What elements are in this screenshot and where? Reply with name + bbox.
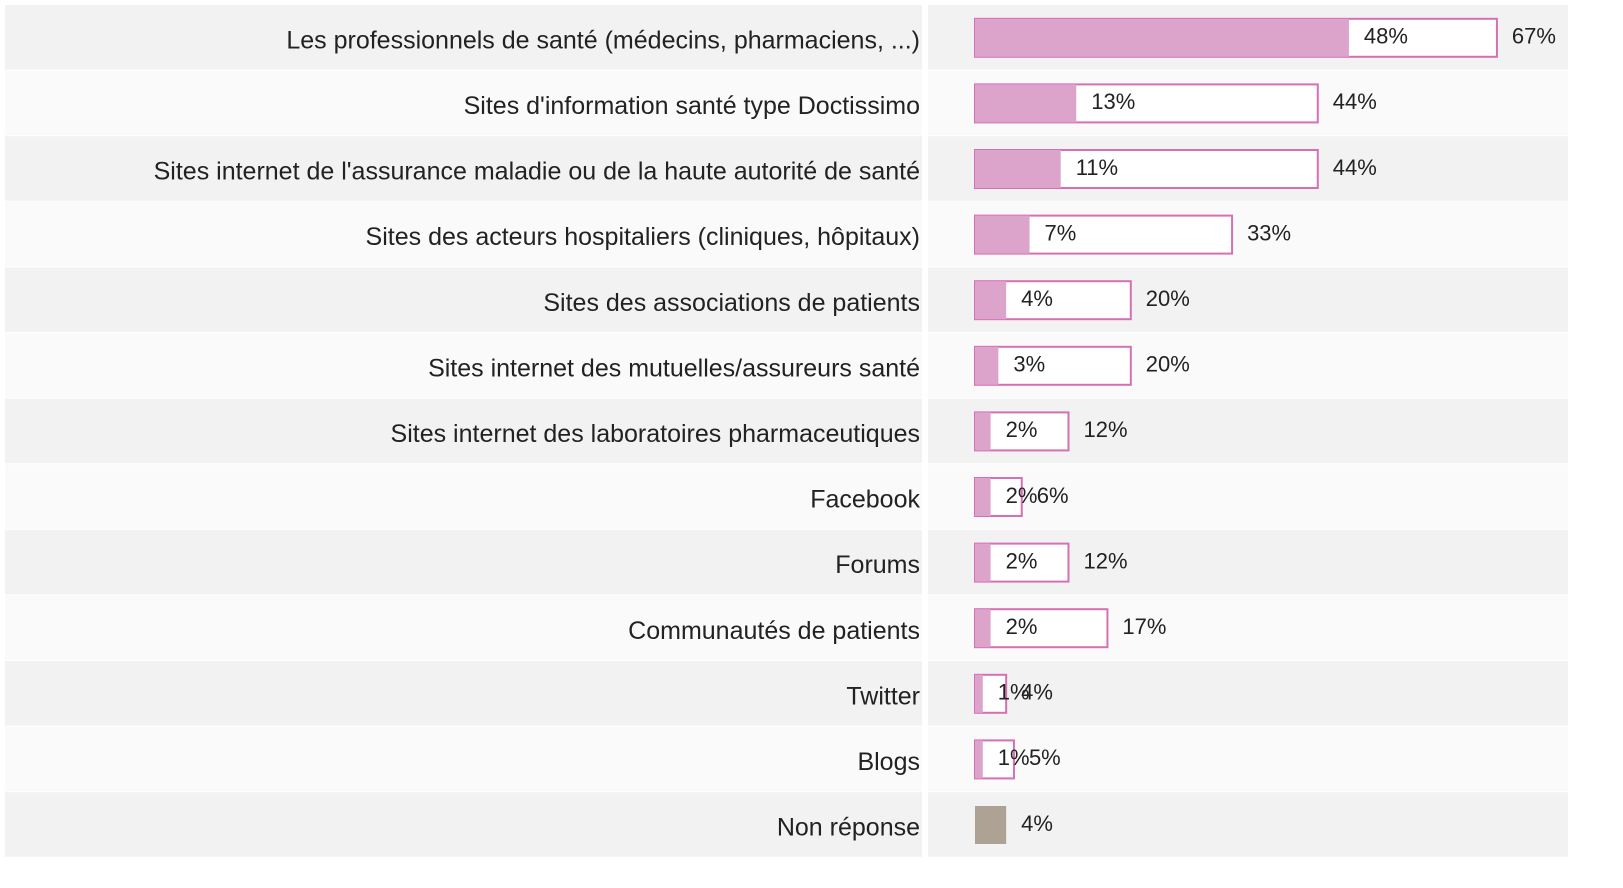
category-label: Twitter	[846, 682, 920, 710]
value-label: 4%	[1021, 811, 1053, 836]
row-background	[5, 5, 922, 70]
bar	[975, 84, 1077, 123]
row-background	[5, 70, 922, 136]
value-label: 44%	[1333, 89, 1377, 114]
bar	[975, 609, 991, 648]
value-label: 2%	[1006, 548, 1038, 573]
category-label: Sites internet de l'assurance maladie ou…	[154, 158, 920, 186]
row-background	[5, 201, 922, 267]
row-background	[5, 661, 922, 726]
value-label: 6%	[1037, 483, 1069, 508]
value-label: 12%	[1083, 548, 1127, 573]
value-label: 20%	[1146, 286, 1190, 311]
value-label: 1%	[998, 745, 1030, 770]
value-label: 4%	[1021, 680, 1053, 705]
bar	[975, 674, 983, 713]
row-background	[928, 661, 1568, 726]
value-label: 11%	[1076, 155, 1118, 180]
row-background	[5, 792, 922, 857]
value-label: 20%	[1146, 352, 1190, 377]
value-label: 48%	[1364, 24, 1408, 49]
row-background	[5, 529, 922, 595]
value-label: 44%	[1333, 155, 1377, 180]
bar	[975, 18, 1349, 57]
category-label: Blogs	[857, 748, 920, 776]
value-label: 3%	[1013, 352, 1045, 377]
row-background	[5, 398, 922, 464]
value-label: 7%	[1045, 220, 1077, 245]
row-background	[5, 595, 922, 660]
category-label: Sites des associations de patients	[543, 289, 920, 317]
bar	[975, 412, 991, 451]
row-background	[5, 267, 922, 332]
value-label: 12%	[1083, 417, 1127, 442]
bar-outline	[974, 345, 1132, 386]
row-background	[928, 792, 1568, 857]
value-label: 33%	[1247, 220, 1291, 245]
row-background	[5, 136, 922, 201]
bar	[975, 150, 1061, 188]
category-label: Facebook	[810, 486, 920, 514]
value-label: 2%	[1006, 483, 1038, 508]
bar	[975, 281, 1007, 320]
row-background	[928, 726, 1568, 792]
category-label: Non réponse	[777, 814, 920, 842]
row-background	[928, 464, 1568, 529]
row-background	[5, 726, 922, 792]
category-label: Sites des acteurs hospitaliers (clinique…	[366, 223, 920, 251]
value-label: 4%	[1021, 286, 1053, 311]
bar	[975, 346, 999, 385]
bar	[975, 543, 991, 582]
row-background	[5, 464, 922, 529]
row-background	[5, 333, 922, 398]
value-label: 2%	[1006, 417, 1038, 442]
category-label: Sites internet des mutuelles/assureurs s…	[428, 354, 920, 382]
value-label: 67%	[1512, 24, 1556, 49]
value-label: 2%	[1006, 614, 1038, 639]
category-label: Sites d'information santé type Doctissim…	[464, 92, 920, 120]
category-label: Forums	[835, 551, 920, 579]
value-label: 1%	[998, 680, 1030, 705]
bar	[975, 806, 1007, 844]
bar	[975, 215, 1030, 254]
value-label: 5%	[1029, 745, 1061, 770]
category-label: Les professionnels de santé (médecins, p…	[286, 26, 920, 54]
value-label: 17%	[1122, 614, 1166, 639]
bar	[975, 740, 983, 779]
category-label: Communautés de patients	[628, 617, 920, 645]
category-label: Sites internet des laboratoires pharmace…	[391, 420, 920, 448]
bar-outline	[974, 608, 1109, 649]
value-label: 13%	[1091, 89, 1135, 114]
bar	[975, 478, 991, 516]
